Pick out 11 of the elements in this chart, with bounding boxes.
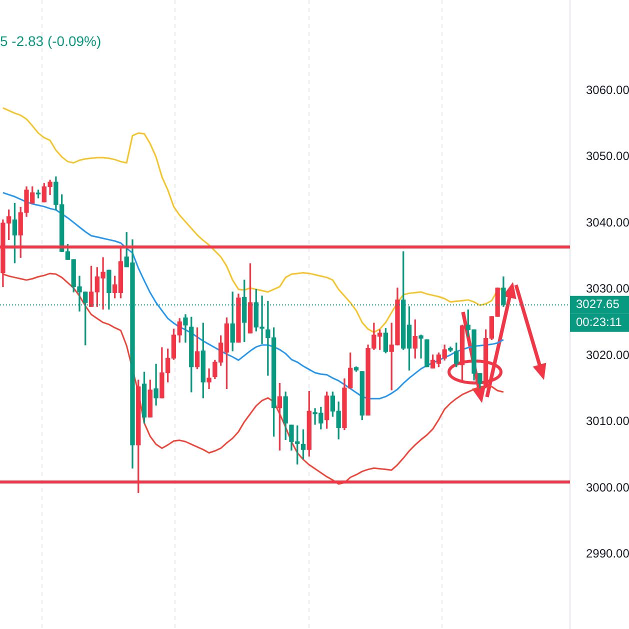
y-tick-label: 3050.00 (586, 149, 629, 164)
ref-line-label: 3027.65 (576, 297, 620, 312)
y-tick-label: 3060.00 (586, 83, 629, 98)
y-tick-label: 3040.00 (586, 215, 629, 230)
y-tick-label: 3010.00 (586, 414, 629, 428)
annotation: 5 -2.83 (-0.09%) (0, 32, 102, 49)
y-tick-label: 3020.00 (586, 348, 629, 362)
y-tick-label: 3030.00 (586, 282, 629, 296)
text: 00:23:11 (576, 315, 622, 330)
y-tick-label: 3000.00 (586, 480, 629, 494)
y-tick-label: 2990.00 (586, 546, 629, 560)
